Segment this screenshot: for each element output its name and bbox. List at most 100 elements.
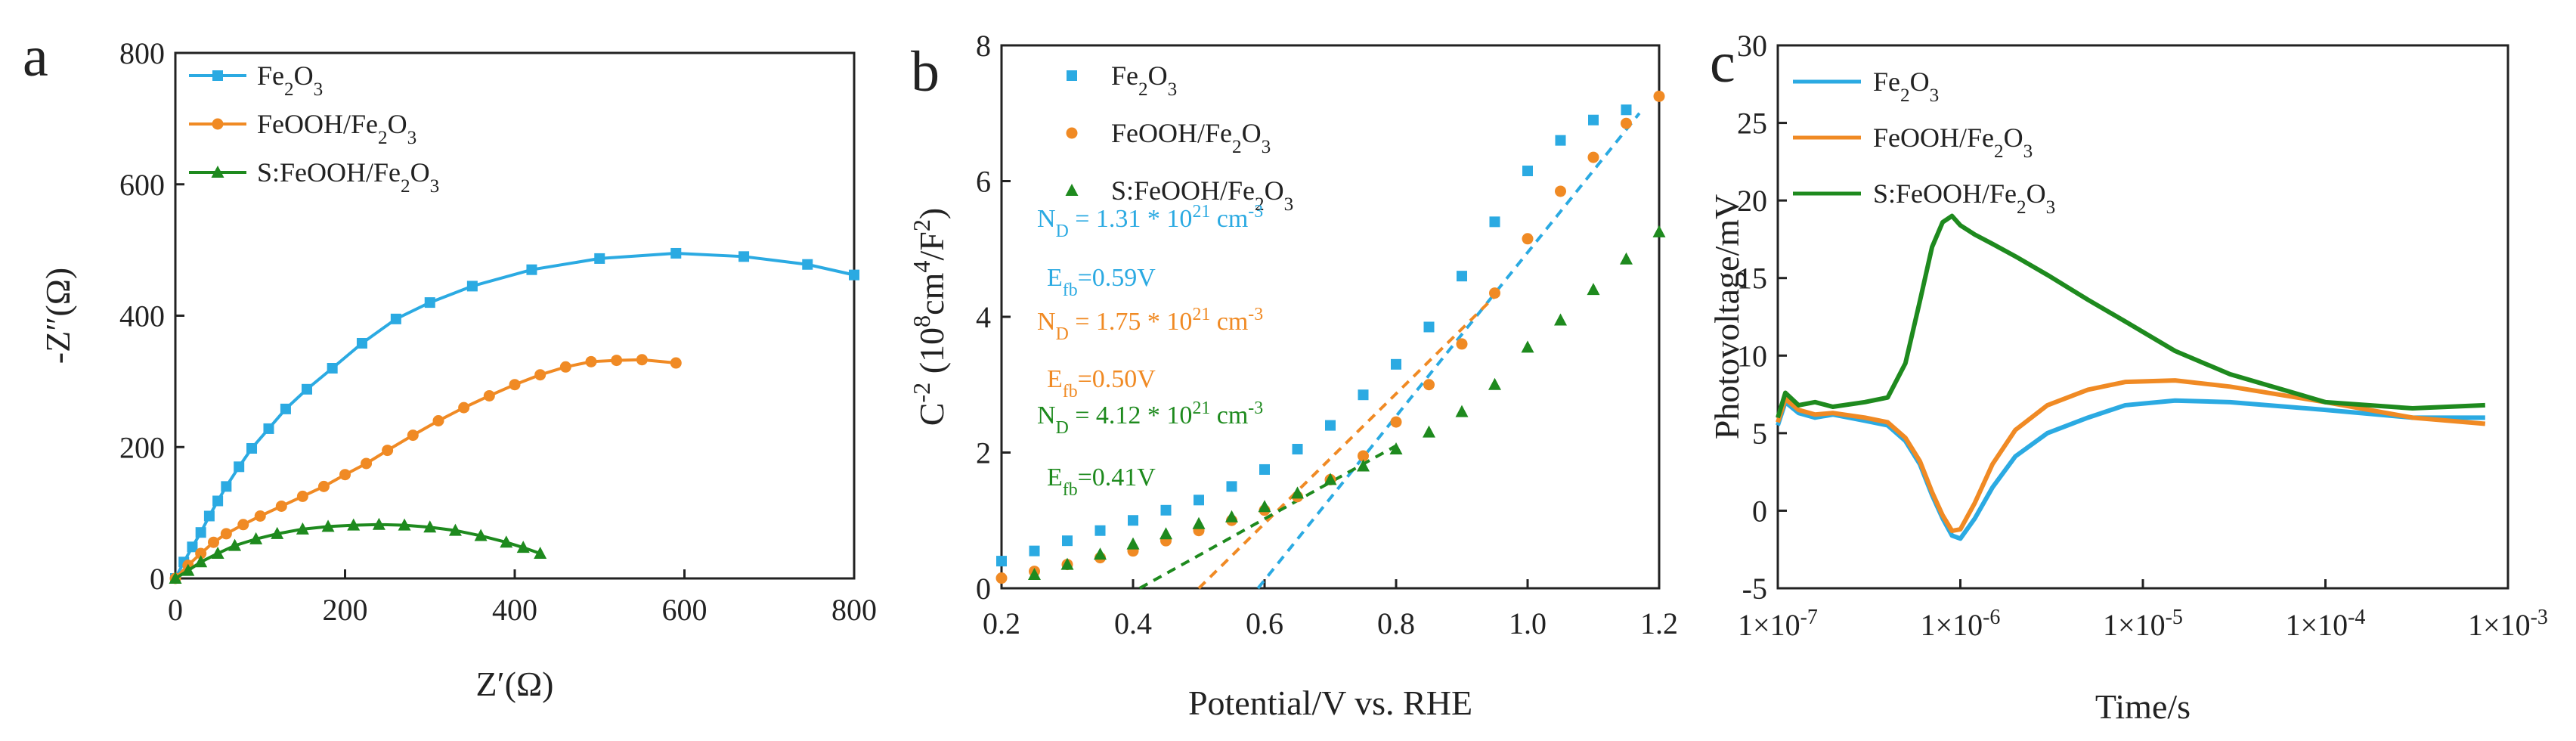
data-point	[995, 572, 1008, 584]
data-point	[249, 532, 263, 544]
legend-label: Fe2O3	[1873, 67, 1939, 106]
data-point	[526, 264, 537, 275]
x-tick-label: 1.2	[1640, 606, 1678, 640]
series-1	[996, 104, 1632, 567]
data-point	[1126, 537, 1140, 550]
data-point	[280, 403, 291, 414]
data-point	[211, 546, 224, 559]
data-point	[1555, 185, 1566, 197]
x-tick-label: 600	[662, 593, 707, 627]
data-point	[1094, 547, 1107, 560]
x-tick-label: 800	[831, 593, 877, 627]
legend-label: FeOOH/Fe2O3	[1111, 118, 1271, 157]
legend-label: S:FeOOH/Fe2O3	[257, 157, 439, 197]
data-point	[636, 354, 648, 366]
legend-marker	[212, 70, 223, 81]
data-point	[187, 541, 198, 553]
data-point	[296, 490, 308, 502]
y-tick-label: 10	[1737, 339, 1767, 373]
y-tick-label: 15	[1737, 262, 1767, 296]
data-point	[509, 379, 521, 391]
data-point	[1555, 135, 1566, 146]
data-point	[423, 520, 437, 533]
y-axis-label: -Z″(Ω)	[39, 268, 77, 364]
data-point	[221, 481, 232, 492]
data-point	[1325, 420, 1336, 431]
x-axis-label: Z′(Ω)	[476, 665, 554, 703]
data-point	[1357, 459, 1370, 472]
data-point	[500, 535, 513, 548]
annotation: Efb=0.41V	[1047, 464, 1156, 500]
x-tick-label: 1×10-4	[2286, 606, 2366, 643]
data-point	[1160, 504, 1172, 516]
data-point	[271, 526, 284, 539]
data-point	[1620, 252, 1633, 265]
data-point	[1521, 340, 1534, 353]
data-point	[1457, 271, 1467, 282]
data-point	[169, 572, 182, 584]
legend-label: FeOOH/Fe2O3	[257, 109, 416, 148]
data-point	[1652, 225, 1666, 237]
y-tick-label: 400	[119, 299, 165, 333]
data-point	[1192, 516, 1206, 529]
data-point	[594, 253, 605, 264]
data-point	[254, 510, 266, 522]
data-point	[361, 457, 373, 470]
annotation: ND = 1.31 * 1021 cm-3	[1037, 202, 1263, 241]
data-point	[208, 536, 220, 548]
data-point	[559, 361, 571, 373]
data-point	[432, 415, 444, 426]
data-point	[1291, 486, 1304, 499]
data-point	[246, 442, 258, 454]
data-point	[1489, 287, 1500, 299]
data-point	[1621, 104, 1632, 116]
data-point	[275, 500, 287, 512]
fit-line	[1256, 112, 1641, 590]
panel-label: a	[23, 25, 48, 88]
data-point	[1160, 527, 1172, 540]
data-point	[1062, 535, 1073, 547]
y-tick-label: 0	[1752, 494, 1767, 528]
data-point	[1358, 450, 1369, 462]
fit-line	[1138, 444, 1397, 590]
data-point	[1522, 233, 1534, 245]
data-point	[1554, 313, 1567, 326]
panel-c: 1×10-7 1×10-6 1×10-5 1×10-4 1×10-3 -5 0 5 10 15 20…	[1708, 29, 2548, 726]
data-point	[611, 355, 623, 367]
x-tick-label: 1×10-3	[2468, 606, 2548, 643]
data-point	[534, 546, 547, 559]
data-point	[424, 297, 435, 308]
data-point	[474, 529, 488, 541]
data-point	[263, 423, 274, 434]
legend-marker	[1066, 127, 1078, 139]
data-point	[390, 313, 401, 324]
series-2	[169, 354, 682, 584]
data-point	[1423, 321, 1435, 333]
legend: Fe2O3 FeOOH/Fe2O3 S:FeOOH/Fe2O3	[1793, 67, 2055, 218]
legend-label: Fe2O3	[1111, 60, 1177, 100]
panel-b: 0.2 0.4 0.6 0.8 1.0 1.2 0 2 4 6 8 Potential/V vs. R…	[908, 29, 1678, 722]
x-tick-label: 0.8	[1377, 606, 1415, 640]
data-point	[1128, 515, 1138, 526]
panel-a: 0 200 400 600 800 0 200 400 600 800 Z′(Ω) -Z″(Ω) a Fe…	[23, 25, 877, 703]
y-tick-label: 0	[976, 572, 991, 606]
data-point	[194, 555, 208, 568]
x-tick-label: 1×10-5	[2103, 606, 2183, 643]
data-point	[372, 517, 385, 530]
data-point	[1455, 405, 1469, 417]
series-3	[1028, 225, 1666, 581]
y-tick-label: 600	[119, 168, 165, 202]
data-point	[407, 429, 419, 442]
series-3	[169, 517, 547, 584]
data-point	[1653, 90, 1665, 102]
data-point	[398, 518, 411, 531]
data-point	[1324, 473, 1337, 485]
data-point	[1194, 495, 1204, 506]
data-point	[1391, 358, 1401, 370]
legend-label: S:FeOOH/Fe2O3	[1873, 178, 2055, 218]
data-point	[1456, 338, 1468, 350]
legend: Fe2O3 FeOOH/Fe2O3 S:FeOOH/Fe2O3	[1065, 60, 1293, 215]
data-point	[181, 563, 195, 576]
y-tick-label: 25	[1737, 107, 1767, 141]
data-point	[996, 556, 1007, 567]
